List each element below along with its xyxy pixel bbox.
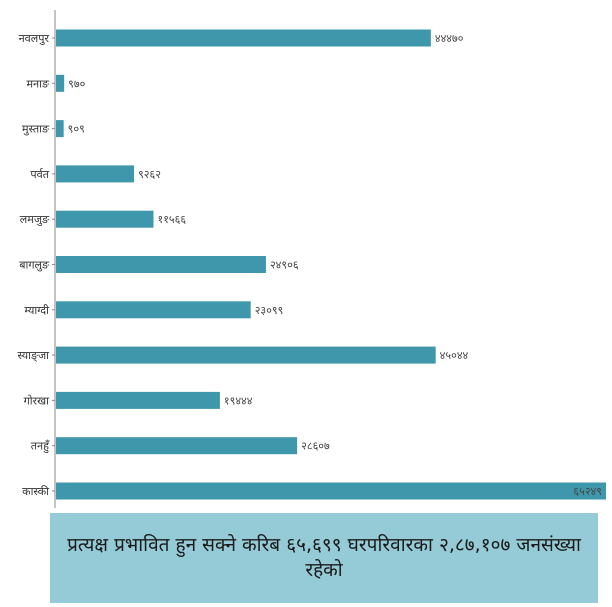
category-label: बागलुङ	[19, 259, 50, 272]
category-label: मुस्ताङ	[22, 123, 50, 136]
value-label: २३०९९	[255, 304, 284, 317]
bar	[56, 74, 65, 92]
summary-banner-text: प्रत्यक्ष प्रभावित हुन सक्ने करिब ६५,६९९…	[67, 534, 581, 581]
category-label: मनाङ	[26, 77, 50, 90]
value-label: १९४४४	[224, 394, 253, 407]
value-label: ९२६२	[138, 168, 161, 181]
value-label: २४९०६	[270, 259, 299, 272]
value-label: ४४४७०	[435, 32, 464, 45]
category-label: गोरखा	[24, 394, 50, 407]
category-label: तनहुँ	[31, 440, 50, 454]
value-label: ४५०४४	[440, 349, 469, 362]
value-label: ९०९	[68, 123, 85, 136]
bar	[56, 482, 606, 500]
bar	[56, 437, 298, 455]
bar	[56, 210, 154, 228]
category-label: म्याग्दी	[24, 304, 49, 317]
bar	[56, 256, 266, 273]
bar	[56, 29, 431, 47]
bar	[56, 391, 220, 409]
category-label: पर्वत	[30, 168, 49, 181]
category-label: स्याङ्जा	[17, 349, 49, 362]
bar	[56, 120, 64, 138]
value-label: २८६०७	[301, 440, 330, 453]
category-label: नवलपुर	[19, 32, 50, 45]
value-label: ११५६६	[157, 213, 186, 226]
bar	[56, 165, 135, 183]
value-label: ९७०	[68, 77, 85, 90]
bar-chart: नवलपुर ४४४७० मनाङ ९७० मुस्ताङ ९०९ पर्वत ९२६२ लमज…	[17, 10, 606, 508]
summary-banner: प्रत्यक्ष प्रभावित हुन सक्ने करिब ६५,६९९…	[50, 513, 598, 603]
category-label: कास्की	[22, 485, 49, 498]
value-label: ६५२४९	[573, 485, 602, 498]
category-label: लमजुङ	[20, 213, 50, 226]
bar	[56, 301, 251, 319]
bar	[56, 346, 436, 364]
